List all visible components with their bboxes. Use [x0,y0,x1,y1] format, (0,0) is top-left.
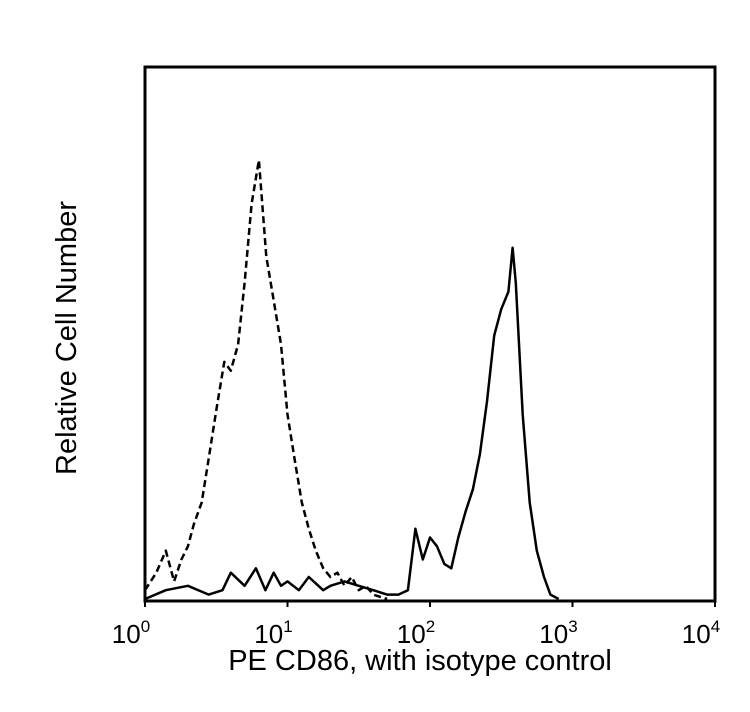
x-tick-label: 101 [254,617,292,649]
x-tick-label: 100 [112,617,150,649]
x-tick-label: 103 [539,617,577,649]
x-axis-ticks: 100 101 102 103 104 [112,601,720,649]
y-axis-title: Relative Cell Number [51,201,83,475]
isotype-control-line [143,158,388,601]
x-tick-label: 104 [682,617,720,649]
cd86-line [144,246,560,601]
plot-frame [143,65,717,603]
x-tick-label: 102 [397,617,435,649]
x-axis-title: PE CD86, with isotype control [228,645,612,677]
series-layer [143,158,560,601]
